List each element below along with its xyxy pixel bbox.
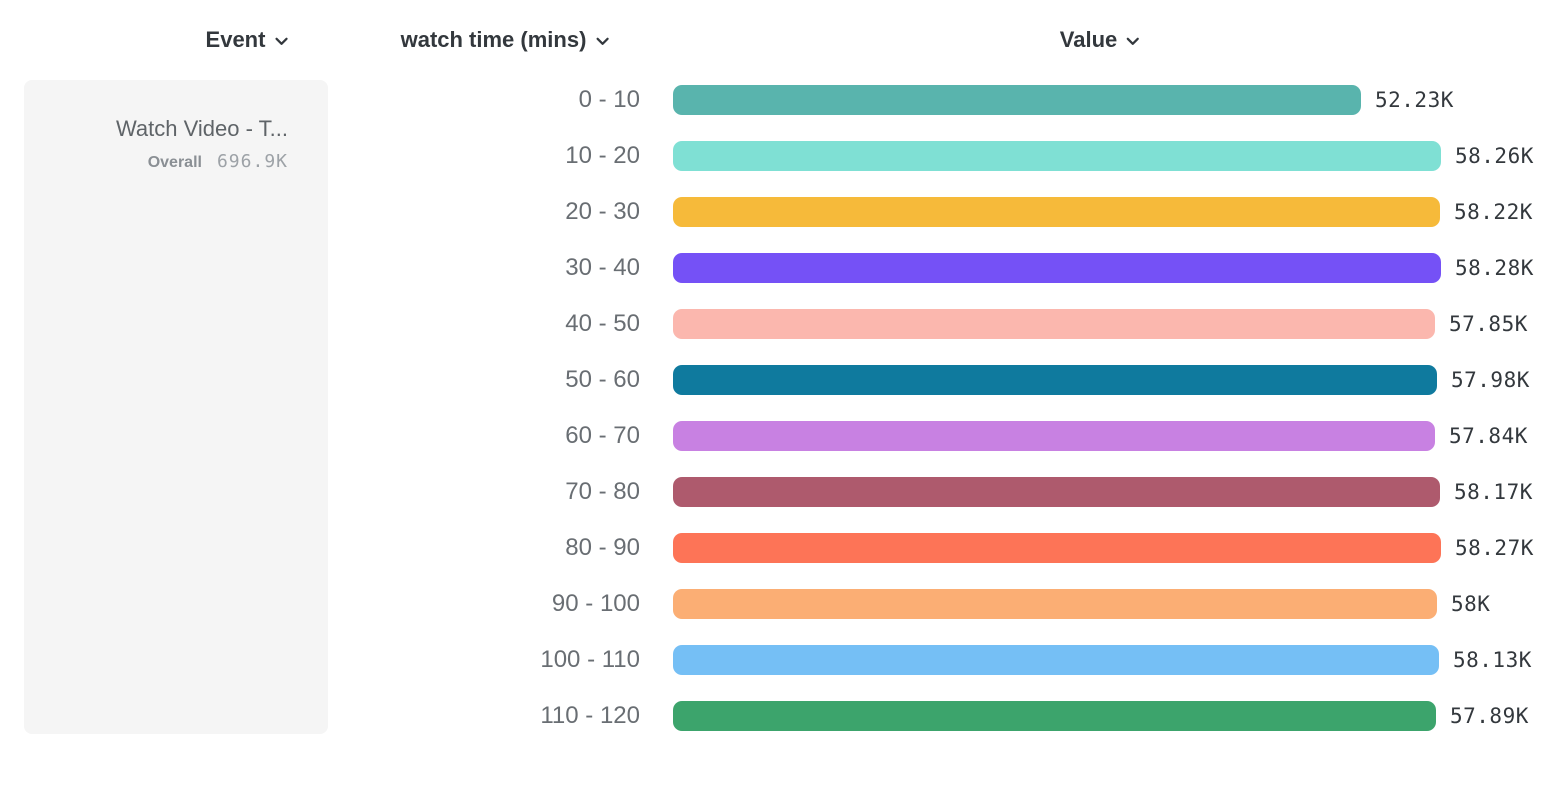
bar-value: 57.89K xyxy=(1450,704,1529,728)
bar[interactable] xyxy=(673,253,1441,283)
chart-row: 110 - 120 57.89K xyxy=(0,688,1534,744)
bar[interactable] xyxy=(673,141,1441,171)
event-name: Watch Video - T... xyxy=(115,116,288,141)
bucket-label: 60 - 70 xyxy=(565,422,640,449)
bar-value: 57.85K xyxy=(1449,312,1528,336)
chart-row: 10 - 20 58.26K xyxy=(0,128,1534,184)
bucket-label: 30 - 40 xyxy=(565,254,640,281)
chart-row: 100 - 110 58.13K xyxy=(0,632,1534,688)
bar[interactable] xyxy=(673,701,1436,731)
chevron-down-icon xyxy=(274,37,288,46)
chart-row: 70 - 80 58.17K xyxy=(0,464,1534,520)
bar[interactable] xyxy=(673,645,1439,675)
bar-value: 58K xyxy=(1451,592,1491,616)
event-column-dropdown[interactable]: Event xyxy=(206,27,289,53)
bar-value: 57.84K xyxy=(1449,424,1528,448)
chart-row: 50 - 60 57.98K xyxy=(0,352,1534,408)
overall-label: Overall xyxy=(147,154,202,171)
bar-value: 57.98K xyxy=(1451,368,1530,392)
bucket-label: 10 - 20 xyxy=(565,142,640,169)
overall-value: 696.9K xyxy=(216,151,288,172)
bar-value: 58.26K xyxy=(1455,144,1534,168)
bar-value: 52.23K xyxy=(1375,88,1454,112)
breakdown-column-dropdown[interactable]: watch time (mins) xyxy=(401,27,610,53)
bar-value: 58.13K xyxy=(1453,648,1532,672)
bucket-label: 40 - 50 xyxy=(565,310,640,337)
bucket-label: 20 - 30 xyxy=(565,198,640,225)
event-panel[interactable]: Watch Video - T... Overall 696.9K xyxy=(24,80,328,734)
chart-row: 40 - 50 57.85K xyxy=(0,296,1534,352)
chevron-down-icon xyxy=(1126,37,1140,46)
bucket-label: 0 - 10 xyxy=(578,86,640,113)
bar[interactable] xyxy=(673,309,1435,339)
value-column-label: Value xyxy=(1059,27,1118,52)
bar-value: 58.22K xyxy=(1454,200,1533,224)
chart-row: 90 - 100 58K xyxy=(0,576,1534,632)
bar[interactable] xyxy=(673,477,1440,507)
bar[interactable] xyxy=(673,197,1440,227)
chart-row: 60 - 70 57.84K xyxy=(0,408,1534,464)
bar[interactable] xyxy=(673,421,1435,451)
bar-value: 58.28K xyxy=(1455,256,1534,280)
bar-value: 58.27K xyxy=(1455,536,1534,560)
bucket-label: 100 - 110 xyxy=(540,646,640,673)
chart-row: 80 - 90 58.27K xyxy=(0,520,1534,576)
chart-row: 20 - 30 58.22K xyxy=(0,184,1534,240)
bar[interactable] xyxy=(673,365,1437,395)
bucket-label: 50 - 60 xyxy=(565,366,640,393)
breakdown-column-label: watch time (mins) xyxy=(400,27,587,52)
bucket-label: 110 - 120 xyxy=(540,702,640,729)
bucket-label: 80 - 90 xyxy=(565,534,640,561)
bar[interactable] xyxy=(673,85,1361,115)
bar[interactable] xyxy=(673,533,1441,563)
event-column-label: Event xyxy=(205,27,266,52)
event-overall-row: Overall 696.9K xyxy=(40,151,288,172)
bucket-label: 90 - 100 xyxy=(551,590,640,617)
chart-row: 0 - 10 52.23K xyxy=(0,72,1534,128)
bar[interactable] xyxy=(673,589,1437,619)
chevron-down-icon xyxy=(595,37,609,46)
bar-value: 58.17K xyxy=(1454,480,1533,504)
chart-row: 30 - 40 58.28K xyxy=(0,240,1534,296)
value-column-dropdown[interactable]: Value xyxy=(1060,27,1140,53)
bucket-label: 70 - 80 xyxy=(565,478,640,505)
bar-chart: 0 - 10 52.23K 10 - 20 58.26K 20 - 30 58.… xyxy=(0,72,1534,744)
